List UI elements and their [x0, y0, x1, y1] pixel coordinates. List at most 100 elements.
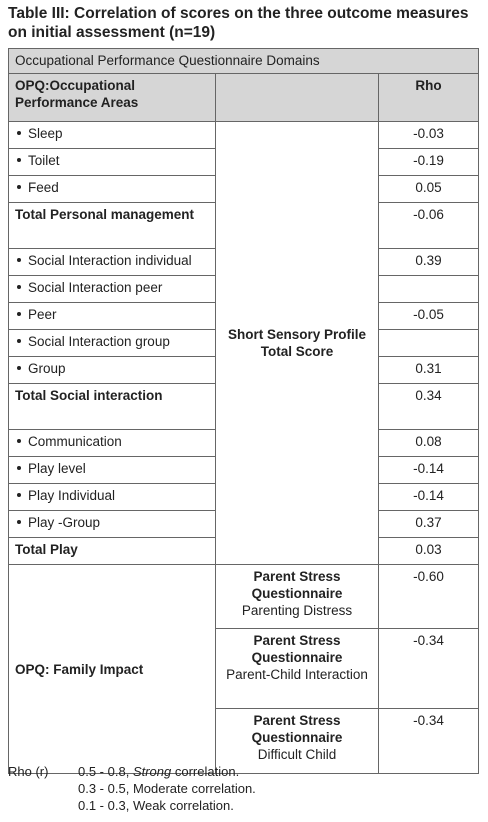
- header-rho: Rho: [415, 78, 442, 93]
- subscale-text: Difficult Child: [257, 747, 337, 762]
- area-cell: Feed: [8, 175, 216, 203]
- rho-cell: -0.19: [377, 148, 480, 176]
- area-text: Toilet: [28, 153, 60, 168]
- area-text: Group: [28, 361, 66, 376]
- rho-cell: -0.05: [377, 302, 480, 330]
- bullet: [17, 520, 21, 525]
- rho-value: -0.34: [413, 633, 444, 648]
- rho-value: -0.05: [413, 307, 444, 322]
- area-cell: Toilet: [8, 148, 216, 176]
- rho-cell: 0.34: [377, 383, 480, 430]
- measure-cell: Short Sensory Profile Total Score: [215, 121, 379, 565]
- footnote-item: 0.1 - 0.3, Weak correlation.: [78, 797, 378, 814]
- header-row: OPQ:Occupational Performance Areas Rho: [8, 73, 480, 122]
- rho-value: 0.34: [415, 388, 442, 403]
- measure-text: Short Sensory Profile Total Score: [227, 327, 367, 359]
- area-cell: Total Social interaction: [8, 383, 216, 430]
- area-cell: Social Interaction peer: [8, 275, 216, 303]
- rho-value: 0.39: [415, 253, 442, 268]
- table: Occupational Performance Questionnaire D…: [7, 48, 480, 774]
- rho-value: -0.06: [413, 207, 444, 222]
- area-cell: OPQ: Family Impact: [8, 564, 216, 774]
- table-row: Social Interaction individual 0.39: [8, 248, 480, 276]
- strength: Weak: [132, 798, 166, 813]
- area-cell: Play Individual: [8, 483, 216, 511]
- rho-value: -0.03: [413, 126, 444, 141]
- rho-cell: -0.06: [377, 202, 480, 249]
- table-row: OPQ: Family Impact Parent Stress Question…: [8, 564, 480, 774]
- area-cell: Total Play: [8, 537, 216, 565]
- area-cell: Total Personal management: [8, 202, 216, 249]
- table-row: Feed 0.05: [8, 175, 480, 203]
- range: 0.5 - 0.8,: [78, 764, 130, 779]
- header-cell: [215, 73, 379, 122]
- bullet: [17, 185, 21, 190]
- rho-value: -0.34: [413, 713, 444, 728]
- rho-value: 0.37: [415, 515, 442, 530]
- rho-cell: -0.14: [377, 456, 480, 484]
- table-row: Sleep Short Sensory Profile Total Score -0…: [8, 121, 480, 565]
- suffix: correlation.: [174, 764, 240, 779]
- table-row: Play -Group 0.37: [8, 510, 480, 538]
- bullet: [17, 312, 21, 317]
- measure-cell: Parent Stress Questionnaire Difficult Chi…: [215, 708, 379, 774]
- header-cell: Rho: [377, 73, 480, 122]
- area-text: Total Social interaction: [15, 388, 163, 403]
- bullet: [17, 339, 21, 344]
- caption: Occupational Performance Questionnaire D…: [15, 53, 320, 68]
- subscale-text: Parent-Child Interaction: [226, 667, 368, 682]
- measure-text: Parent Stress Questionnaire: [251, 713, 343, 745]
- rho-cell: 0.05: [377, 175, 480, 203]
- footnote-item: 0.5 - 0.8, Strong correlation.: [78, 763, 378, 780]
- area-text: Total Personal management: [15, 207, 195, 222]
- area-text: Total Play: [15, 542, 78, 557]
- rho-cell: 0.03: [377, 537, 480, 565]
- table-row: Toilet -0.19: [8, 148, 480, 176]
- rho-cell: -0.03: [377, 121, 480, 149]
- area-text: Sleep: [28, 126, 63, 141]
- subscale-text: Parenting Distress: [241, 603, 353, 618]
- rho-cell: 0.08: [377, 429, 480, 457]
- area-cell: Social Interaction group: [8, 329, 216, 357]
- area-text: Social Interaction group: [28, 334, 170, 349]
- area-text: Social Interaction individual: [28, 253, 192, 268]
- rho-value: -0.14: [413, 488, 444, 503]
- rho-cell: [377, 329, 480, 357]
- area-text: Play level: [28, 461, 86, 476]
- table-row: Total Personal management -0.06: [8, 202, 480, 249]
- area-cell: Play -Group: [8, 510, 216, 538]
- rho-cell: -0.60: [377, 564, 480, 629]
- area-text: OPQ: Family Impact: [15, 661, 144, 677]
- area-cell: Communication: [8, 429, 216, 457]
- rho-value: 0.05: [415, 180, 442, 195]
- table-title: Table III: Correlation of scores on the …: [8, 5, 469, 41]
- area-text: Play Individual: [28, 488, 116, 503]
- area-text: Play -Group: [28, 515, 101, 530]
- table-row: Parent Stress Questionnaire Difficult Chi…: [9, 708, 480, 774]
- rho-cell: -0.14: [377, 483, 480, 511]
- table-row: Play level -0.14: [8, 456, 480, 484]
- rho-value: -0.19: [413, 153, 444, 168]
- rho-value: 0.03: [415, 542, 442, 557]
- bullet: [17, 493, 21, 498]
- bullet: [17, 158, 21, 163]
- measure-cell: Parent Stress Questionnaire Parent-Child …: [215, 628, 379, 709]
- area-cell: Sleep: [8, 121, 216, 149]
- rho-cell: 0.37: [377, 510, 480, 538]
- rho-value: 0.31: [415, 361, 442, 376]
- bullet: [17, 285, 21, 290]
- area-cell: Peer: [8, 302, 216, 330]
- strength: Moderate: [132, 781, 188, 796]
- footnote-item: 0.3 - 0.5, Moderate correlation.: [78, 780, 378, 797]
- area-text: Social Interaction peer: [28, 280, 163, 295]
- range: 0.1 - 0.3,: [78, 798, 130, 813]
- measure-text: Parent Stress Questionnaire: [251, 633, 343, 665]
- area-cell: Group: [8, 356, 216, 384]
- caption-row: Occupational Performance Questionnaire D…: [7, 48, 480, 74]
- area-text: Feed: [28, 180, 59, 195]
- measure-cell: Parent Stress Questionnaire Parenting Dis…: [215, 564, 379, 629]
- table-row: Total Social interaction 0.34: [8, 383, 480, 430]
- suffix: correlation.: [169, 798, 234, 813]
- area-text: Peer: [28, 307, 57, 322]
